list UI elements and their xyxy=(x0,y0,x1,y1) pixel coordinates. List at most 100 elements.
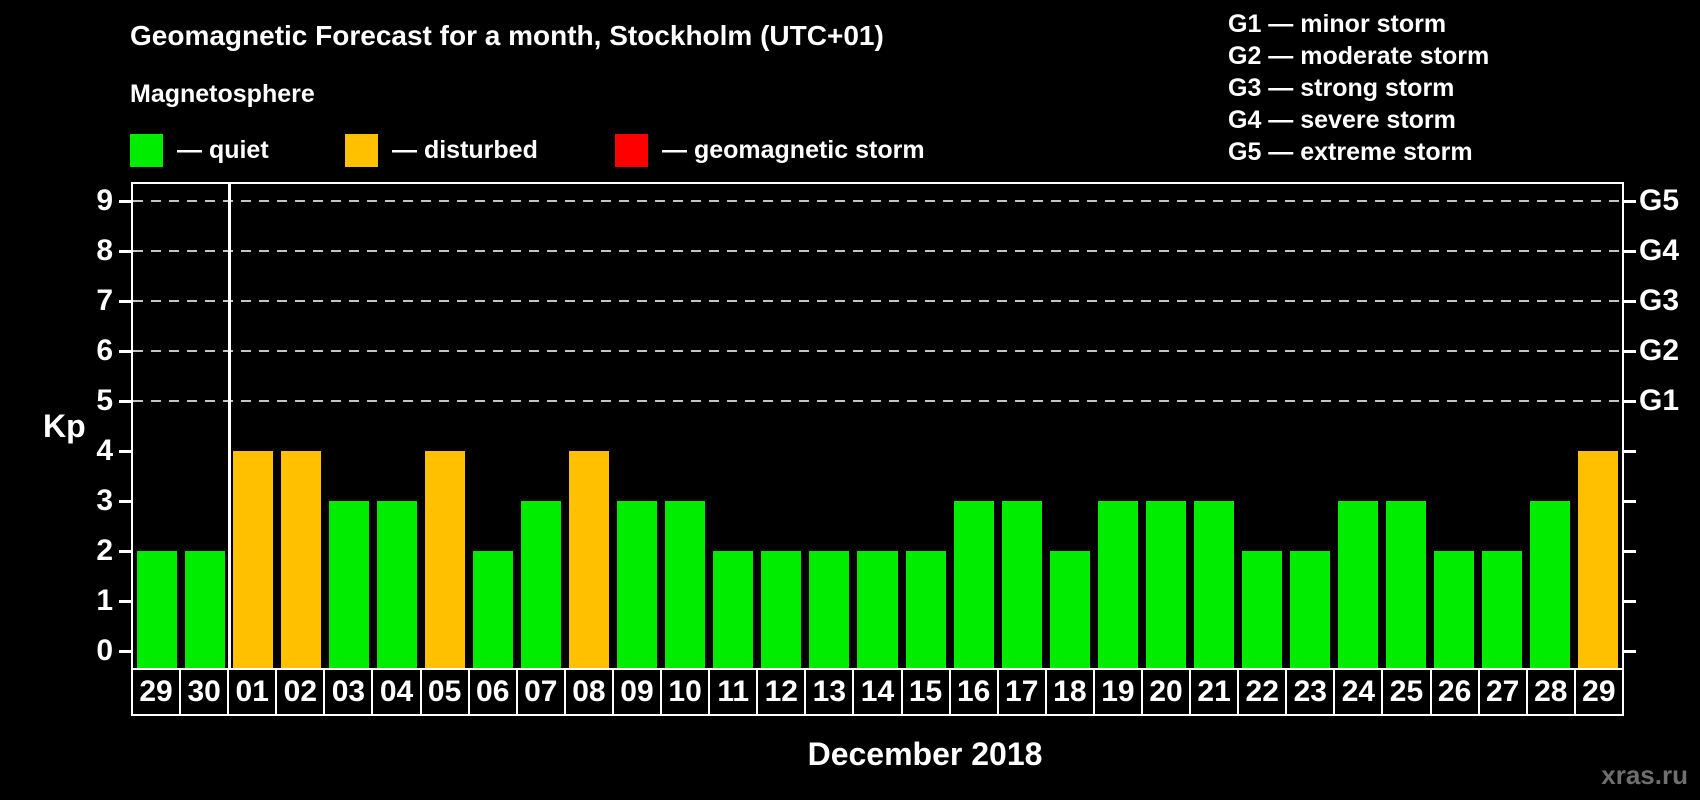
day-label: 17 xyxy=(999,670,1047,714)
magnetosphere-label: Magnetosphere xyxy=(130,80,315,108)
legend-label: — disturbed xyxy=(392,135,538,164)
y-axis-tick-right xyxy=(1622,400,1636,403)
gridline-kp8 xyxy=(133,250,1622,252)
bar-day-12 xyxy=(761,551,802,668)
g-axis-label: G1 xyxy=(1639,384,1680,417)
x-axis-day-labels: 29 30 01 02 03 04 05 06 07 08 09 10 11 12 13 14 15 16 17 18… xyxy=(131,668,1624,716)
day-label: 03 xyxy=(325,670,374,714)
plot-area xyxy=(133,182,1622,668)
day-label: 04 xyxy=(373,670,422,714)
bar-day-29 xyxy=(1577,451,1618,668)
bar-day-04 xyxy=(377,501,418,668)
day-label: 24 xyxy=(1335,670,1384,714)
bar-day-19 xyxy=(1097,501,1138,668)
bar-day-22 xyxy=(1241,551,1282,668)
bar-day-11 xyxy=(713,551,754,668)
day-label: 16 xyxy=(951,670,999,714)
gridline-kp6 xyxy=(133,350,1622,352)
bar-day-05 xyxy=(425,451,466,668)
y-axis-tick-left xyxy=(119,550,133,553)
legend-swatch-quiet xyxy=(130,133,163,167)
y-axis-tick-right xyxy=(1622,350,1636,353)
g-axis-label: G5 xyxy=(1639,184,1680,217)
y-axis-tick-right xyxy=(1622,550,1636,553)
g-axis-label: G4 xyxy=(1639,234,1680,267)
legend-item-quiet: — quiet xyxy=(130,133,269,167)
y-tick-label: 3 xyxy=(96,484,113,517)
y-axis-tick-left xyxy=(119,600,133,603)
bar-day-29 xyxy=(137,551,178,668)
bar-day-23 xyxy=(1289,551,1330,668)
g-axis-label: G3 xyxy=(1639,284,1680,317)
g-legend-item: G4 — severe storm xyxy=(1228,106,1456,134)
day-label: 18 xyxy=(1047,670,1095,714)
bar-day-09 xyxy=(617,501,658,668)
g-legend-item: G3 — strong storm xyxy=(1228,74,1455,102)
bar-day-02 xyxy=(281,451,322,668)
day-label: 08 xyxy=(566,670,614,714)
bar-day-06 xyxy=(473,551,514,668)
bar-day-24 xyxy=(1337,501,1378,668)
legend-swatch-geomagnetic-storm xyxy=(615,133,648,167)
y-tick-label: 7 xyxy=(96,284,113,317)
y-axis-tick-left xyxy=(119,500,133,503)
g-legend-item: G2 — moderate storm xyxy=(1228,42,1490,70)
y-axis-tick-right xyxy=(1622,600,1636,603)
y-tick-label: 1 xyxy=(96,584,113,617)
y-tick-label: 8 xyxy=(96,234,113,267)
y-axis-tick-left xyxy=(119,450,133,453)
day-label: 21 xyxy=(1191,670,1240,714)
y-axis-tick-right xyxy=(1622,250,1636,253)
bar-day-13 xyxy=(809,551,850,668)
gridline-kp9 xyxy=(133,200,1622,202)
day-label: 02 xyxy=(277,670,326,714)
day-label: 15 xyxy=(903,670,951,714)
y-tick-label: 0 xyxy=(96,634,113,667)
y-tick-label: 6 xyxy=(96,334,113,367)
day-label: 01 xyxy=(229,670,278,714)
bar-day-21 xyxy=(1193,501,1234,668)
day-label: 07 xyxy=(518,670,566,714)
legend-item-geomagnetic-storm: — geomagnetic storm xyxy=(615,133,925,167)
g-scale-legend: G1 — minor storm G2 — moderate storm G3 — … xyxy=(1228,8,1489,168)
bar-day-07 xyxy=(521,501,562,668)
day-label: 14 xyxy=(854,670,903,714)
y-axis-tick-right xyxy=(1622,450,1636,453)
bar-day-26 xyxy=(1433,551,1474,668)
bar-day-03 xyxy=(329,501,370,668)
y-axis-tick-left xyxy=(119,200,133,203)
y-axis-tick-left xyxy=(119,250,133,253)
y-axis-tick-right xyxy=(1622,200,1636,203)
bar-day-18 xyxy=(1049,551,1090,668)
day-label: 12 xyxy=(758,670,807,714)
y-axis-tick-left xyxy=(119,400,133,403)
y-tick-label: 9 xyxy=(96,184,113,217)
g-legend-item: G5 — extreme storm xyxy=(1228,138,1473,166)
day-label: 05 xyxy=(422,670,470,714)
bar-day-08 xyxy=(569,451,610,668)
day-label: 11 xyxy=(710,670,759,714)
day-label: 20 xyxy=(1143,670,1192,714)
gridline-kp5 xyxy=(133,400,1622,402)
bar-day-17 xyxy=(1001,501,1042,668)
day-label: 10 xyxy=(662,670,711,714)
bar-day-27 xyxy=(1481,551,1522,668)
day-label: 29 xyxy=(1582,675,1616,708)
legend-label: — geomagnetic storm xyxy=(662,135,925,164)
g-axis-label: G2 xyxy=(1639,334,1680,367)
day-label: 27 xyxy=(1480,670,1528,714)
day-label: 22 xyxy=(1239,670,1288,714)
legend-label: — quiet xyxy=(177,135,269,164)
bar-day-25 xyxy=(1385,501,1426,668)
day-label: 09 xyxy=(614,670,663,714)
chart-title: Geomagnetic Forecast for a month, Stockh… xyxy=(130,20,884,51)
bar-day-16 xyxy=(953,501,994,668)
plot-border-top xyxy=(131,182,1624,184)
legend-swatch-disturbed xyxy=(345,133,378,167)
day-label: 29 xyxy=(133,670,182,714)
day-label: 23 xyxy=(1287,670,1336,714)
y-axis-tick-right xyxy=(1622,300,1636,303)
watermark: xras.ru xyxy=(1601,760,1688,790)
y-tick-label: 2 xyxy=(96,534,113,567)
